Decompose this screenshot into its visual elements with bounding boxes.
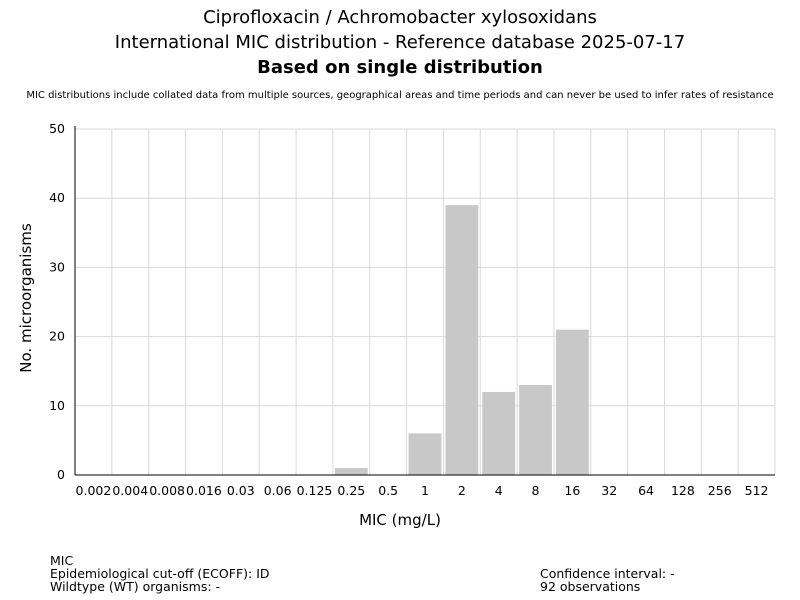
disclaimer-text: MIC distributions include collated data … [26, 90, 774, 101]
bar-4 [482, 391, 516, 475]
x-tick-label: 1 [421, 483, 429, 498]
x-tick-label: 256 [708, 483, 732, 498]
x-tick-label: 0.002 [76, 483, 112, 498]
x-tick-label: 4 [495, 483, 503, 498]
x-tick-label: 128 [671, 483, 695, 498]
x-tick-label: 0.016 [186, 483, 222, 498]
footer-confidence-interval: Confidence interval: - [540, 566, 675, 581]
x-tick-label: 0.06 [264, 483, 292, 498]
y-tick-label: 50 [49, 121, 65, 136]
x-tick-label: 0.125 [297, 483, 333, 498]
x-tick-label: 0.004 [112, 483, 148, 498]
y-tick-label: 10 [49, 398, 65, 413]
y-axis-label: No. microorganisms [17, 223, 35, 373]
x-tick-label: 0.25 [337, 483, 365, 498]
footer-wildtype: Wildtype (WT) organisms: - [50, 579, 221, 594]
bars-group [334, 205, 589, 475]
mic-bar-chart: 0 10 20 30 40 50 0.002 0.004 0.008 0.016 0.03 0.06… [17, 121, 776, 529]
x-tick-label: 32 [601, 483, 617, 498]
chart-title: Ciprofloxacin / Achromobacter xylosoxida… [203, 7, 597, 28]
x-tick-label: 2 [458, 483, 466, 498]
x-tick-label: 64 [638, 483, 654, 498]
x-tick-label: 16 [564, 483, 580, 498]
x-tick-label: 0.5 [378, 483, 398, 498]
y-tick-label: 40 [49, 190, 65, 205]
x-tick-label: 512 [745, 483, 769, 498]
y-tick-labels: 0 10 20 30 40 50 [49, 121, 65, 482]
x-tick-label: 0.03 [227, 483, 255, 498]
footer-ecoff: Epidemiological cut-off (ECOFF): ID [50, 566, 270, 581]
y-tick-label: 20 [49, 329, 65, 344]
x-tick-label: 0.008 [149, 483, 185, 498]
bar-1 [408, 433, 442, 475]
x-tick-label: 8 [532, 483, 540, 498]
bar-8 [519, 385, 552, 475]
footer-mic-label: MIC [50, 553, 74, 568]
chart-distribution-note: Based on single distribution [257, 57, 543, 78]
axes-group [74, 126, 775, 476]
y-tick-label: 0 [57, 467, 65, 482]
chart-subtitle: International MIC distribution - Referen… [114, 32, 686, 53]
grid-lines [74, 128, 776, 475]
bar-2 [445, 205, 479, 475]
x-axis-label: MIC (mg/L) [359, 511, 441, 529]
footer-observations: 92 observations [540, 579, 641, 594]
x-tick-labels: 0.002 0.004 0.008 0.016 0.03 0.06 0.125 0.25 0.5… [76, 483, 769, 498]
bar-0.25 [334, 468, 368, 475]
bar-16 [555, 329, 589, 475]
y-tick-label: 30 [49, 259, 65, 274]
